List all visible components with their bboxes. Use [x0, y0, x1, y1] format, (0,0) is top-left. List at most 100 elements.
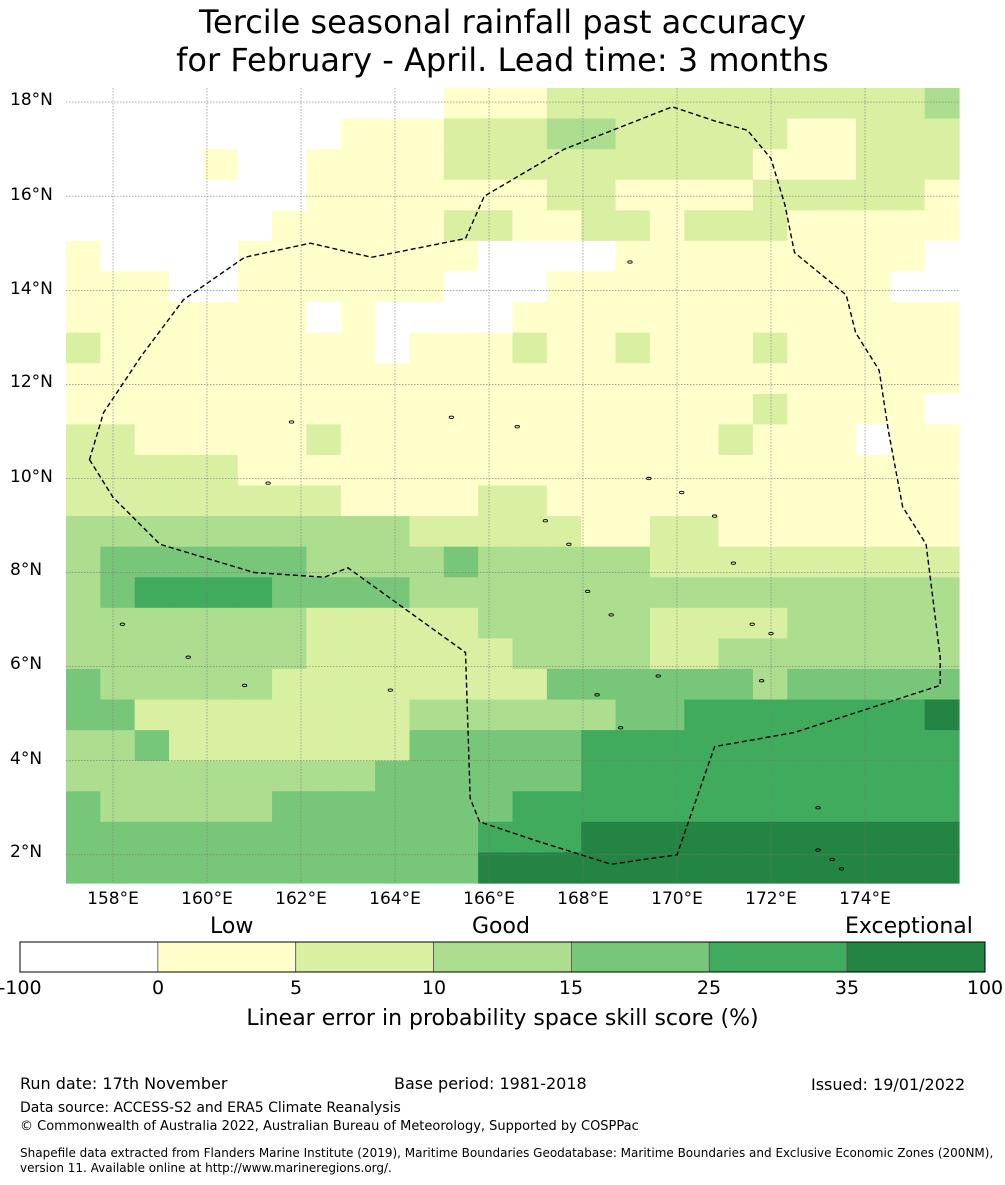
- skill-cell: [821, 852, 857, 884]
- skill-cell: [478, 577, 514, 609]
- skill-cell: [649, 516, 685, 548]
- skill-cell: [272, 638, 308, 670]
- skill-cell: [100, 546, 136, 578]
- skill-cell: [443, 393, 479, 425]
- skill-cell: [821, 791, 857, 823]
- skill-cell: [100, 791, 136, 823]
- skill-cell: [684, 546, 720, 578]
- skill-cell: [821, 363, 857, 395]
- skill-cell: [478, 302, 514, 334]
- skill-cell: [375, 516, 411, 548]
- skill-cell: [821, 179, 857, 211]
- lon-label: 174°E: [839, 889, 891, 909]
- skill-cell: [237, 699, 273, 731]
- skill-cell: [581, 699, 617, 731]
- skill-cell: [375, 577, 411, 609]
- skill-cell: [512, 332, 548, 364]
- skill-cell: [924, 668, 960, 701]
- skill-cell: [718, 454, 754, 487]
- skill-cell: [649, 699, 685, 731]
- colorbar-segment: [708, 941, 848, 973]
- skill-cell: [237, 88, 273, 120]
- skill-cell: [306, 424, 342, 456]
- skill-cell: [752, 363, 788, 395]
- skill-cell: [615, 485, 651, 517]
- skill-cell: [890, 821, 926, 854]
- skill-cell: [581, 821, 617, 854]
- skill-cell: [924, 546, 960, 578]
- skill-cell: [66, 607, 101, 639]
- skill-cell: [581, 546, 617, 578]
- skill-cell: [752, 424, 788, 456]
- skill-cell: [272, 699, 308, 731]
- skill-cell: [100, 607, 136, 639]
- skill-cell: [66, 393, 101, 425]
- skill-cell: [546, 699, 582, 731]
- island-mark: [617, 726, 624, 730]
- skill-cell: [237, 363, 273, 395]
- skill-cell: [169, 393, 204, 425]
- skill-cell: [134, 699, 170, 731]
- skill-cell: [787, 393, 823, 425]
- skill-cell: [169, 179, 204, 211]
- skill-cell: [340, 791, 376, 823]
- run-date: Run date: 17th November: [20, 1074, 228, 1093]
- skill-cell: [443, 271, 479, 303]
- skill-cell: [546, 485, 582, 517]
- skill-cell: [787, 516, 823, 548]
- skill-cell: [649, 271, 685, 303]
- skill-cell: [855, 149, 891, 181]
- skill-cell: [237, 821, 273, 854]
- skill-cell: [649, 424, 685, 456]
- skill-cell: [409, 638, 445, 670]
- skill-cell: [340, 302, 376, 334]
- skill-cell: [855, 699, 891, 731]
- skill-cell: [272, 332, 308, 364]
- skill-cell: [100, 454, 136, 487]
- skill-cell: [718, 791, 754, 823]
- skill-cell: [134, 485, 170, 517]
- skill-cell: [409, 149, 445, 181]
- skill-cell: [443, 852, 479, 884]
- skill-cell: [203, 699, 239, 731]
- island-mark: [265, 481, 271, 485]
- skill-cell: [821, 454, 857, 487]
- skill-cell: [581, 607, 617, 639]
- skill-cell: [615, 699, 651, 731]
- skill-cell: [203, 240, 239, 273]
- skill-cell: [169, 699, 204, 731]
- skill-cell: [237, 454, 273, 487]
- skill-cell: [134, 363, 170, 395]
- skill-cell: [66, 149, 101, 181]
- skill-cell: [134, 546, 170, 578]
- skill-cell: [134, 179, 170, 211]
- skill-cell: [855, 88, 891, 120]
- skill-cell: [787, 332, 823, 364]
- skill-cell: [890, 149, 926, 181]
- colorbar-segment: [19, 941, 159, 973]
- skill-cell: [718, 699, 754, 731]
- skill-cell: [649, 852, 685, 884]
- skill-cell: [684, 149, 720, 181]
- skill-cell: [134, 638, 170, 670]
- skill-cell: [924, 516, 960, 548]
- skill-cell: [890, 577, 926, 609]
- skill-cell: [340, 699, 376, 731]
- eez-boundary: [88, 106, 941, 865]
- skill-cell: [855, 332, 891, 364]
- skill-cell: [237, 302, 273, 334]
- island-mark: [387, 688, 393, 692]
- colorbar-tick: 100: [966, 977, 1004, 999]
- skill-cell: [203, 546, 239, 578]
- skill-cell: [100, 271, 136, 303]
- lat-label: 8°N: [10, 560, 43, 580]
- skill-cell: [821, 577, 857, 609]
- skill-cell: [890, 485, 926, 517]
- skill-cell: [752, 668, 788, 701]
- skill-cell: [237, 607, 273, 639]
- skill-cell: [752, 638, 788, 670]
- skill-cell: [890, 730, 926, 762]
- skill-cell: [649, 179, 685, 211]
- skill-cell: [443, 149, 479, 181]
- skill-cell: [512, 302, 548, 334]
